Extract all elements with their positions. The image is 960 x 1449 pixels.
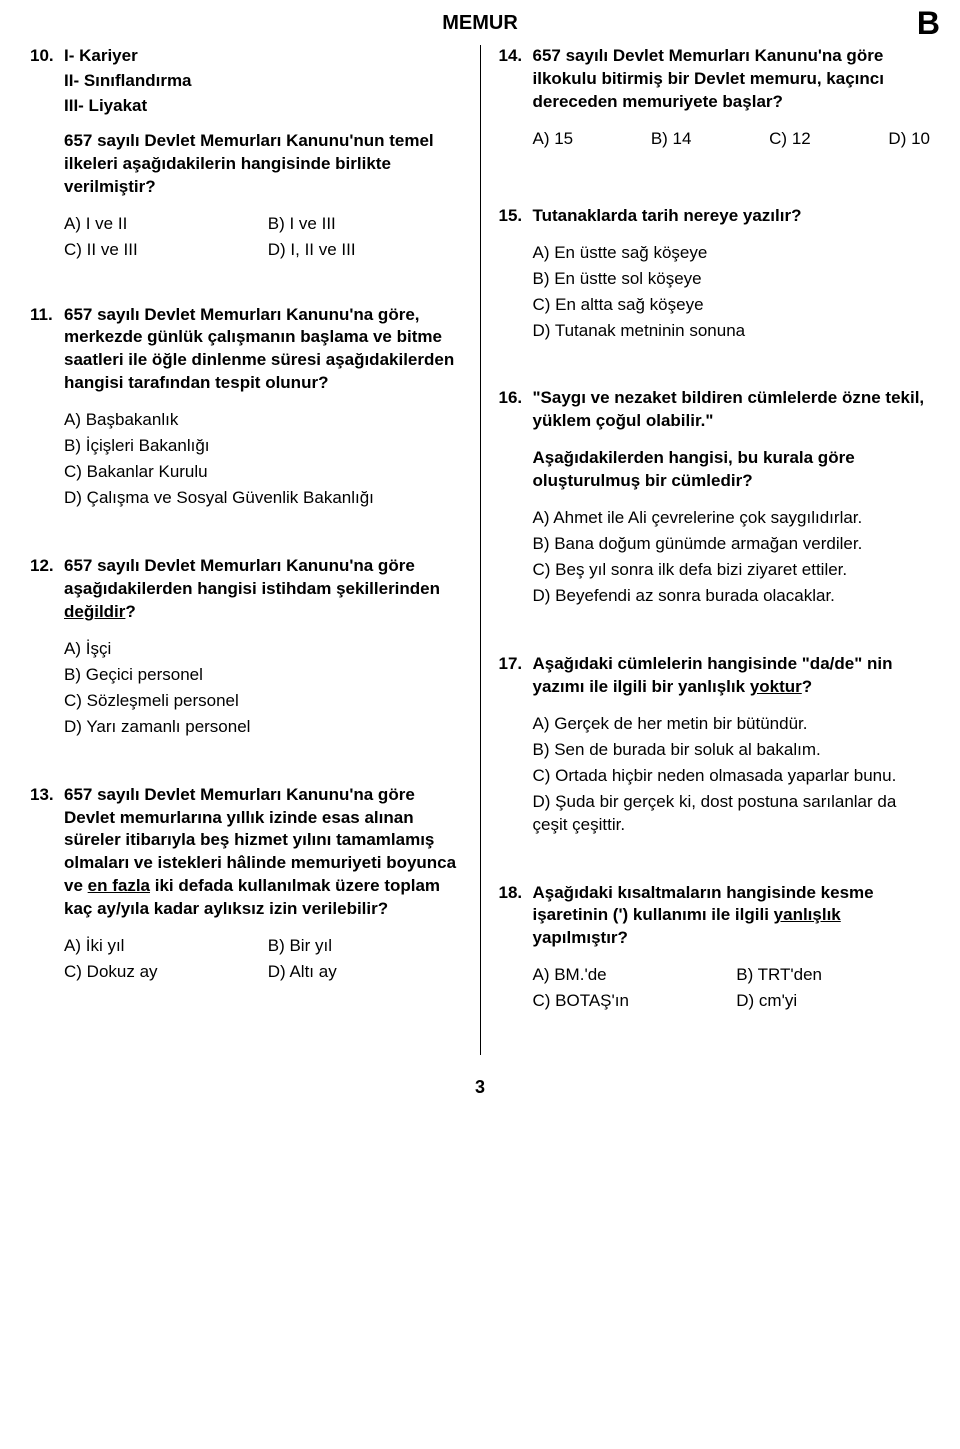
option-d: D) cm'yi xyxy=(736,990,930,1013)
stem-pre: Aşağıdaki cümlelerin hangisinde "da/de" … xyxy=(533,654,893,696)
question-stem: 657 sayılı Devlet Memurları Kanunu'na gö… xyxy=(64,304,462,396)
options: A) 15 B) 14 C) 12 D) 10 xyxy=(533,128,931,151)
question-14: 14. 657 sayılı Devlet Memurları Kanunu'n… xyxy=(499,45,931,151)
q-number: 16. xyxy=(499,387,533,611)
option-d: D) Yarı zamanlı personel xyxy=(64,716,462,739)
roman-item: III- Liyakat xyxy=(64,95,462,118)
option-d: D) I, II ve III xyxy=(268,239,462,262)
option-a: A) Başbakanlık xyxy=(64,409,462,432)
question-12: 12. 657 sayılı Devlet Memurları Kanunu'n… xyxy=(30,555,462,742)
option-b: B) Sen de burada bir soluk al bakalım. xyxy=(533,739,931,762)
option-d: D) Çalışma ve Sosyal Güvenlik Bakanlığı xyxy=(64,487,462,510)
option-d: D) Tutanak metninin sonuna xyxy=(533,320,931,343)
roman-item: I- Kariyer xyxy=(64,45,462,68)
q-number: 10. xyxy=(30,45,64,262)
roman-list: I- Kariyer II- Sınıflandırma III- Liyaka… xyxy=(64,45,462,118)
question-15: 15. Tutanaklarda tarih nereye yazılır? A… xyxy=(499,205,931,346)
option-a: A) I ve II xyxy=(64,213,258,236)
left-column: 10. I- Kariyer II- Sınıflandırma III- Li… xyxy=(30,45,462,1055)
column-divider xyxy=(480,45,481,1055)
page-number: 3 xyxy=(30,1075,930,1099)
q-number: 11. xyxy=(30,304,64,514)
stem-pre: 657 sayılı Devlet Memurları Kanunu'na gö… xyxy=(64,556,440,598)
options: A) BM.'de B) TRT'den C) BOTAŞ'ın D) cm'y… xyxy=(533,964,931,1013)
q-number: 18. xyxy=(499,882,533,1014)
question-11: 11. 657 sayılı Devlet Memurları Kanunu'n… xyxy=(30,304,462,514)
stem-post: ? xyxy=(125,602,135,621)
options: A) En üstte sağ köşeye B) En üstte sol k… xyxy=(533,242,931,343)
question-stem-quote: "Saygı ve nezaket bildiren cümlelerde öz… xyxy=(533,387,931,433)
option-d: D) Şuda bir gerçek ki, dost postuna sarı… xyxy=(533,791,931,837)
stem-post: yapılmıştır? xyxy=(533,928,628,947)
option-a: A) İşçi xyxy=(64,638,462,661)
option-b: B) 14 xyxy=(651,128,692,151)
question-10: 10. I- Kariyer II- Sınıflandırma III- Li… xyxy=(30,45,462,262)
question-stem: Aşağıdaki kısaltmaların hangisinde kesme… xyxy=(533,882,931,951)
option-a: A) 15 xyxy=(533,128,574,151)
question-columns: 10. I- Kariyer II- Sınıflandırma III- Li… xyxy=(30,45,930,1055)
q-number: 13. xyxy=(30,784,64,985)
question-stem: 657 sayılı Devlet Memurları Kanunu'na gö… xyxy=(64,555,462,624)
question-stem: Aşağıdaki cümlelerin hangisinde "da/de" … xyxy=(533,653,931,699)
option-b: B) İçişleri Bakanlığı xyxy=(64,435,462,458)
option-c: C) Sözleşmeli personel xyxy=(64,690,462,713)
option-b: B) I ve III xyxy=(268,213,462,236)
option-d: D) Altı ay xyxy=(268,961,462,984)
question-stem: Aşağıdakilerden hangisi, bu kurala göre … xyxy=(533,447,931,493)
question-13: 13. 657 sayılı Devlet Memurları Kanunu'n… xyxy=(30,784,462,985)
option-b: B) Geçici personel xyxy=(64,664,462,687)
option-a: A) Gerçek de her metin bir bütündür. xyxy=(533,713,931,736)
stem-post: ? xyxy=(802,677,812,696)
question-16: 16. "Saygı ve nezaket bildiren cümlelerd… xyxy=(499,387,931,611)
question-stem: 657 sayılı Devlet Memurları Kanunu'na gö… xyxy=(533,45,931,114)
options: A) Ahmet ile Ali çevrelerine çok saygılı… xyxy=(533,507,931,608)
options: A) Başbakanlık B) İçişleri Bakanlığı C) … xyxy=(64,409,462,510)
question-stem: Tutanaklarda tarih nereye yazılır? xyxy=(533,205,931,228)
question-18: 18. Aşağıdaki kısaltmaların hangisinde k… xyxy=(499,882,931,1014)
option-c: C) Ortada hiçbir neden olmasada yaparlar… xyxy=(533,765,931,788)
page-header: MEMUR B xyxy=(30,10,930,37)
question-17: 17. Aşağıdaki cümlelerin hangisinde "da/… xyxy=(499,653,931,840)
option-a: A) En üstte sağ köşeye xyxy=(533,242,931,265)
booklet-letter: B xyxy=(917,2,940,45)
option-c: C) II ve III xyxy=(64,239,258,262)
stem-underline: yanlışlık xyxy=(774,905,841,924)
right-column: 14. 657 sayılı Devlet Memurları Kanunu'n… xyxy=(499,45,931,1055)
stem-underline: en fazla xyxy=(88,876,150,895)
q-number: 17. xyxy=(499,653,533,840)
option-b: B) Bir yıl xyxy=(268,935,462,958)
question-stem: 657 sayılı Devlet Memurları Kanunu'nun t… xyxy=(64,130,462,199)
options: A) İki yıl B) Bir yıl C) Dokuz ay D) Alt… xyxy=(64,935,462,984)
header-title: MEMUR xyxy=(442,12,518,34)
option-c: C) BOTAŞ'ın xyxy=(533,990,727,1013)
roman-item: II- Sınıflandırma xyxy=(64,70,462,93)
question-stem: 657 sayılı Devlet Memurları Kanunu'na gö… xyxy=(64,784,462,922)
options: A) Gerçek de her metin bir bütündür. B) … xyxy=(533,713,931,837)
options: A) I ve II B) I ve III C) II ve III D) I… xyxy=(64,213,462,262)
option-d: D) Beyefendi az sonra burada olacaklar. xyxy=(533,585,931,608)
options: A) İşçi B) Geçici personel C) Sözleşmeli… xyxy=(64,638,462,739)
stem-underline: değildir xyxy=(64,602,125,621)
q-number: 12. xyxy=(30,555,64,742)
option-c: C) Beş yıl sonra ilk defa bizi ziyaret e… xyxy=(533,559,931,582)
q-number: 15. xyxy=(499,205,533,346)
option-b: B) TRT'den xyxy=(736,964,930,987)
option-b: B) En üstte sol köşeye xyxy=(533,268,931,291)
option-a: A) İki yıl xyxy=(64,935,258,958)
option-a: A) BM.'de xyxy=(533,964,727,987)
option-c: C) 12 xyxy=(769,128,811,151)
option-c: C) Dokuz ay xyxy=(64,961,258,984)
stem-underline: yoktur xyxy=(750,677,802,696)
option-a: A) Ahmet ile Ali çevrelerine çok saygılı… xyxy=(533,507,931,530)
option-d: D) 10 xyxy=(888,128,930,151)
option-c: C) En altta sağ köşeye xyxy=(533,294,931,317)
option-b: B) Bana doğum günümde armağan verdiler. xyxy=(533,533,931,556)
q-number: 14. xyxy=(499,45,533,151)
option-c: C) Bakanlar Kurulu xyxy=(64,461,462,484)
